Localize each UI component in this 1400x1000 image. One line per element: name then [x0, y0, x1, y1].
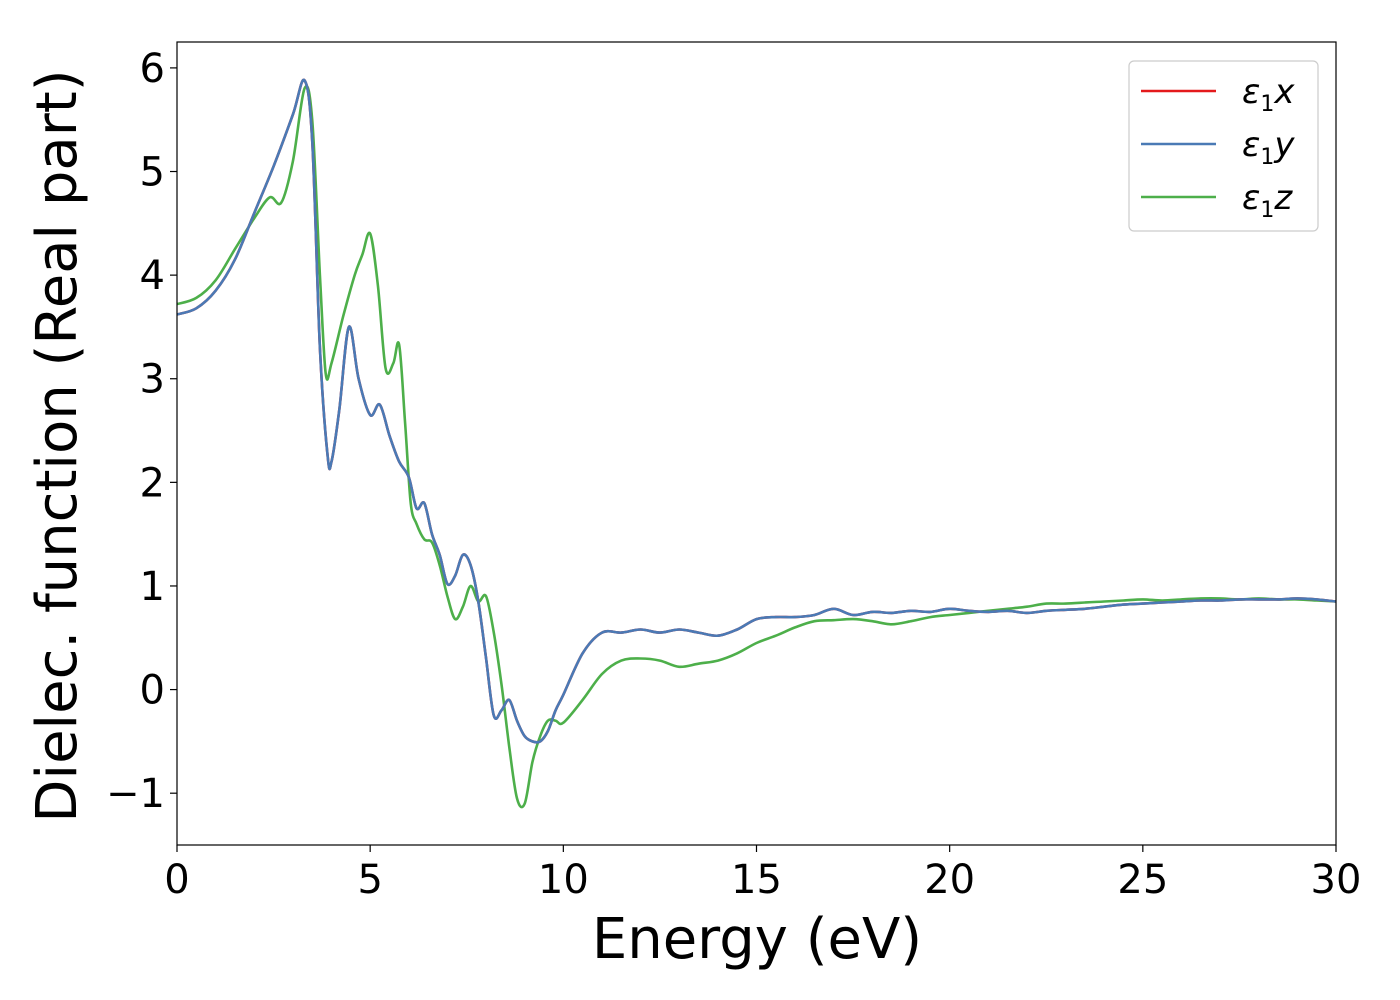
legend-box — [1128, 60, 1319, 232]
y-tick-label: 2 — [140, 460, 165, 506]
x-tick-label: 30 — [1311, 857, 1362, 903]
x-axis-title: Energy (eV) — [592, 907, 922, 972]
y-tick-label: 5 — [140, 150, 165, 196]
x-tick-label: 0 — [164, 857, 189, 903]
y-tick-label: −1 — [106, 771, 165, 817]
legend-label-z: ε1z — [1242, 178, 1293, 223]
series-line-z — [177, 84, 1336, 809]
y-tick-label: 1 — [140, 564, 165, 610]
x-tick-label: 10 — [538, 857, 589, 903]
x-tick-label: 25 — [1117, 857, 1168, 903]
legend: ε1x ε1y ε1z — [1128, 60, 1319, 232]
legend-label-y: ε1y — [1242, 125, 1295, 170]
y-axis-title: Dielec. function (Real part) — [25, 69, 90, 822]
legend-label-x: ε1x — [1242, 72, 1295, 117]
x-tick-label: 20 — [924, 857, 975, 903]
y-tick-label: 0 — [140, 668, 165, 714]
y-tick-label: 3 — [140, 357, 165, 403]
series-line-y — [177, 78, 1336, 744]
y-tick-label: 6 — [140, 46, 165, 92]
x-tick-label: 15 — [731, 857, 782, 903]
series-layer — [177, 78, 1336, 809]
x-axis: 0 5 10 15 20 25 30 — [164, 845, 1361, 903]
x-tick-label: 5 — [357, 857, 382, 903]
y-tick-label: 4 — [140, 253, 165, 299]
y-axis: −1 0 1 2 3 4 5 6 — [106, 46, 177, 817]
